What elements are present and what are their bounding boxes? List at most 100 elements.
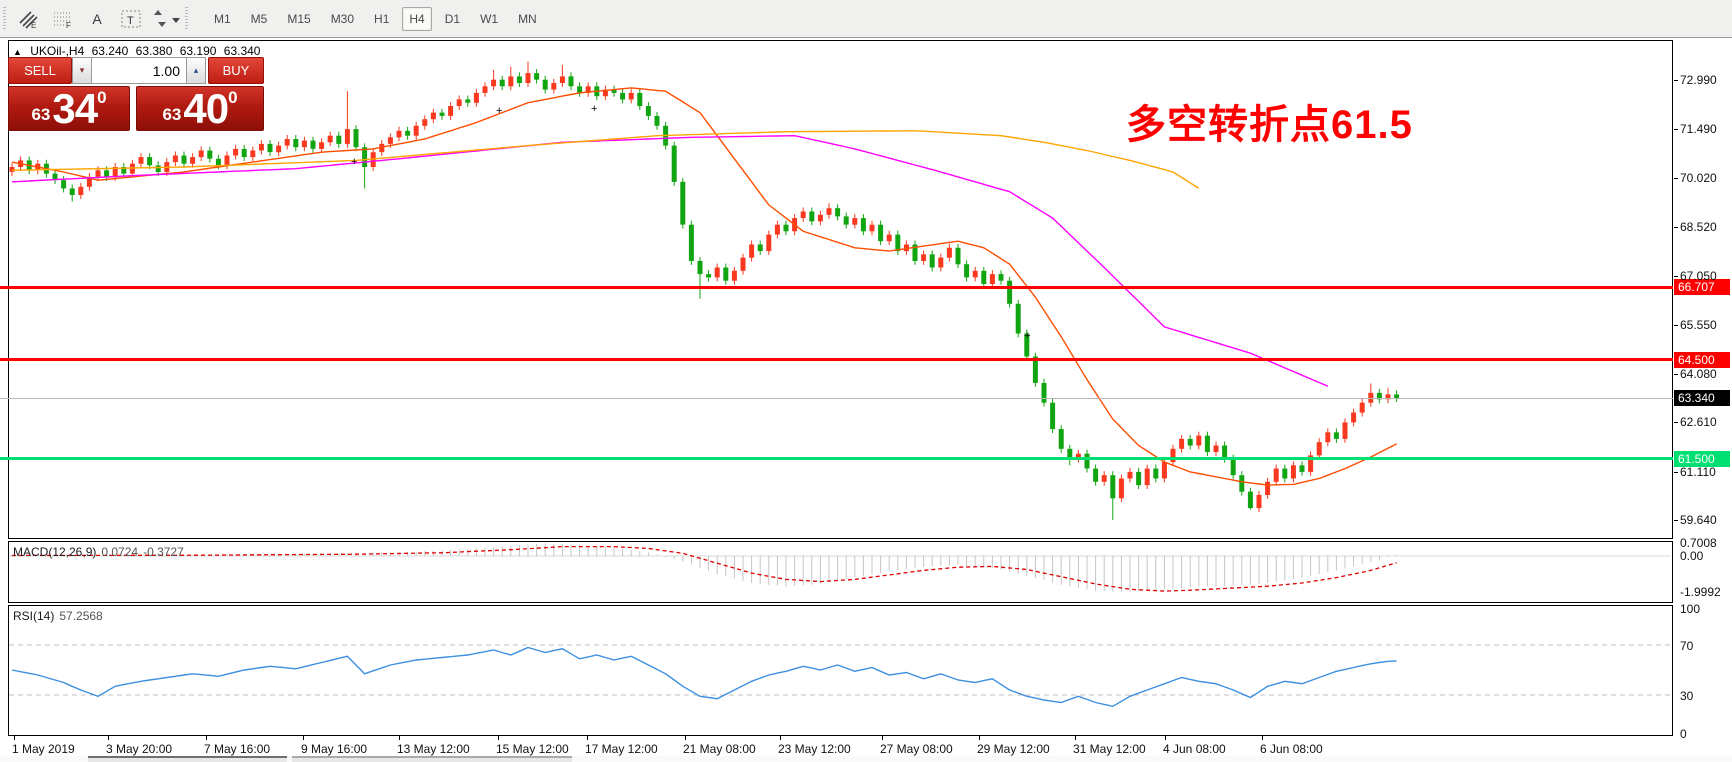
- macd-axis-label: 0.00: [1680, 549, 1704, 563]
- current-price-line[interactable]: [0, 397, 1673, 399]
- svg-text:F: F: [66, 21, 71, 29]
- time-axis-label: 13 May 12:00: [397, 742, 470, 756]
- axis-tick: [1674, 325, 1678, 327]
- time-tick: [685, 736, 686, 740]
- time-tick: [1165, 736, 1166, 740]
- price-axis-label: 65.550: [1680, 318, 1717, 333]
- crosshair-marker[interactable]: +: [1024, 330, 1031, 342]
- crosshair-marker[interactable]: +: [351, 156, 358, 168]
- price-chart-pane[interactable]: [8, 40, 1673, 539]
- axis-tick: [1674, 422, 1678, 424]
- volume-decrease-button[interactable]: ▾: [72, 57, 92, 84]
- macd-signal-value: -0.3727: [143, 545, 184, 559]
- timeframe-button-m30[interactable]: M30: [330, 11, 355, 26]
- macd-chart: [9, 543, 1671, 592]
- toolbar-grip[interactable]: [3, 6, 8, 31]
- svg-text:T: T: [127, 15, 134, 27]
- macd-pane[interactable]: [8, 541, 1673, 603]
- time-axis-label: 21 May 08:00: [683, 742, 756, 756]
- crosshair-marker[interactable]: +: [496, 105, 503, 117]
- symbol-name: UKOil-,H4: [30, 44, 85, 58]
- price-axis-label: 62.610: [1680, 415, 1717, 430]
- rsi-axis-label: 100: [1680, 601, 1701, 616]
- price-badge-61.500: 61.500: [1674, 450, 1730, 467]
- arrows-dropdown-icon[interactable]: [148, 5, 182, 33]
- price-axis-label: 72.990: [1680, 73, 1717, 87]
- timeframe-group: M1 M5 M15 M30 H1 H4 D1 W1 MN: [204, 6, 547, 31]
- timeframe-button-m1[interactable]: M1: [214, 11, 231, 26]
- price-axis-label: 59.640: [1680, 513, 1717, 527]
- buy-quote-pips: 40: [183, 85, 229, 133]
- time-tick: [498, 736, 499, 740]
- candlestick-chart[interactable]: [9, 41, 1672, 538]
- spin-up-icon: ▴: [193, 65, 199, 75]
- price-axis-label: 64.080: [1680, 366, 1717, 381]
- timeframe-button-mn[interactable]: MN: [518, 11, 537, 26]
- buy-quote-button[interactable]: 63 40 0: [136, 86, 264, 131]
- support-resistance-line[interactable]: [0, 457, 1673, 461]
- timeframe-grip[interactable]: [185, 6, 190, 31]
- axis-tick: [1674, 80, 1678, 81]
- time-axis-label: 23 May 12:00: [778, 742, 851, 756]
- timeframe-button-h4[interactable]: H4: [402, 6, 432, 31]
- sell-quote-pips: 34: [52, 85, 98, 133]
- timeframe-button-h1[interactable]: H1: [374, 11, 390, 26]
- one-click-trading-panel: SELL ▾ ▴ BUY 63 34 0 63 40 0: [8, 57, 266, 131]
- time-axis-label: 15 May 12:00: [496, 742, 569, 756]
- time-axis-label: 4 Jun 08:00: [1163, 742, 1226, 756]
- time-axis-label: 17 May 12:00: [585, 742, 658, 756]
- time-axis-label: 27 May 08:00: [880, 742, 953, 756]
- time-axis-label: 6 Jun 08:00: [1260, 742, 1323, 756]
- macd-axis-label: -1.9992: [1680, 585, 1721, 599]
- time-tick: [882, 736, 883, 740]
- collapse-triangle-icon[interactable]: ▲: [13, 47, 22, 57]
- time-axis[interactable]: 1 May 2019 3 May 20:00 7 May 16:00 9 May 16…: [8, 736, 1673, 756]
- time-tick: [587, 736, 588, 740]
- time-tick: [780, 736, 781, 740]
- time-axis-label: 7 May 16:00: [204, 742, 271, 756]
- time-axis-label: 1 May 2019: [12, 742, 75, 756]
- chart-annotation-text: 多空转折点61.5: [1126, 103, 1413, 147]
- time-tick: [1262, 736, 1263, 740]
- crosshair-marker[interactable]: +: [591, 103, 598, 115]
- bottom-tab-segment: [292, 756, 572, 762]
- channel-draw-tool-icon[interactable]: E: [12, 5, 46, 33]
- ohlc-low: 63.190: [179, 44, 217, 58]
- buy-quote-point: 0: [228, 88, 238, 107]
- macd-label: MACD(12,26,9) 0.0724 -0.3727: [13, 545, 184, 559]
- time-axis-label: 9 May 16:00: [301, 742, 368, 756]
- sell-button[interactable]: SELL: [8, 57, 72, 84]
- rsi-pane[interactable]: [8, 605, 1673, 736]
- timeframe-button-w1[interactable]: W1: [480, 11, 499, 26]
- volume-increase-button[interactable]: ▴: [186, 57, 206, 84]
- timeframe-button-m15[interactable]: M15: [287, 11, 311, 26]
- text-label-tool-icon[interactable]: T: [114, 5, 148, 33]
- buy-quote-whole: 63: [162, 105, 182, 124]
- arrow-style-tool-icon[interactable]: A: [92, 10, 102, 27]
- price-axis-label: 71.490: [1680, 122, 1717, 137]
- rsi-chart: [9, 644, 1671, 708]
- axis-tick: [1674, 177, 1678, 179]
- timeframe-button-m5[interactable]: M5: [250, 11, 268, 26]
- price-axis[interactable]: 66.707 64.500 61.500 63.340 72.990 71.490 70.0…: [1674, 40, 1732, 762]
- sell-quote-button[interactable]: 63 34 0: [8, 86, 130, 131]
- support-resistance-line[interactable]: [0, 285, 1673, 289]
- time-tick: [303, 736, 304, 740]
- price-badge-63.340: 63.340: [1674, 390, 1730, 406]
- time-axis-label: 31 May 12:00: [1073, 742, 1146, 756]
- window-bottom-chrome: [0, 756, 1732, 762]
- toolbar: E F A T M1 M5 M15 M30 H1 H4 D1 W1 MN: [0, 0, 1732, 38]
- timeframe-button-d1[interactable]: D1: [444, 11, 461, 26]
- axis-tick: [1674, 129, 1678, 131]
- buy-button[interactable]: BUY: [208, 57, 264, 84]
- price-axis-label: 61.110: [1680, 464, 1716, 479]
- time-axis-label: 29 May 12:00: [977, 742, 1050, 756]
- time-tick: [979, 736, 980, 740]
- rsi-axis-label: 30: [1680, 689, 1694, 703]
- ohlc-open: 63.240: [91, 44, 129, 58]
- support-resistance-line[interactable]: [0, 358, 1673, 362]
- volume-input[interactable]: [92, 57, 186, 84]
- fibonacci-tool-icon[interactable]: F: [46, 5, 80, 33]
- ohlc-close: 63.340: [223, 44, 261, 58]
